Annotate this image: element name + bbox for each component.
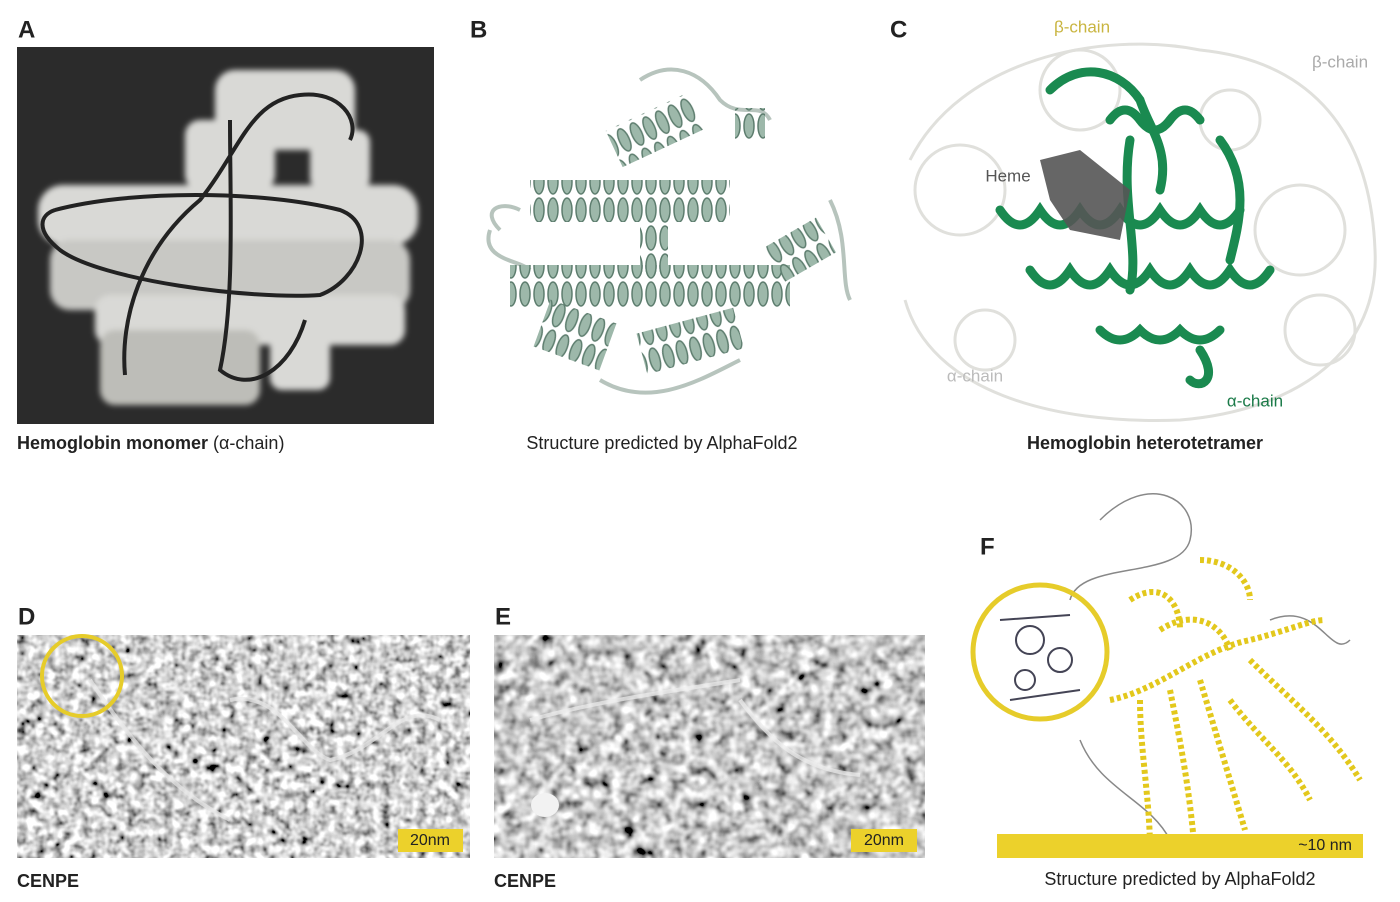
globular-head (531, 793, 559, 817)
scale-label: 20nm (864, 832, 904, 849)
panel-a: A Hemoglobin monomer (α-chain) (17, 16, 434, 453)
panel-label: A (18, 16, 35, 43)
panel-c: C β-chain β-chain Heme α-chain α-chain H… (890, 16, 1377, 453)
panel-d: D 20nm CENPE (17, 603, 470, 891)
em-image (17, 635, 470, 858)
panel-b: B Structure predicted by AlphaFold2 (470, 16, 852, 453)
caption: Structure predicted by AlphaFold2 (526, 433, 797, 453)
annotation: β-chain (1054, 17, 1110, 36)
annotation: β-chain (1312, 52, 1368, 71)
annotation: Heme (985, 166, 1030, 185)
caption: CENPE (17, 871, 79, 891)
panel-label: E (495, 603, 511, 630)
model-blocks (38, 70, 418, 405)
chain-trace (40, 92, 364, 382)
scale-label: 20nm (410, 832, 450, 849)
caption: Hemoglobin heterotetramer (1027, 433, 1263, 453)
highlight-circle (970, 582, 1110, 722)
panel-label: B (470, 16, 487, 43)
alpha-chain-ribbon (995, 67, 1275, 389)
heme (1040, 150, 1130, 240)
scale-bar (997, 834, 1363, 858)
motor-domain (999, 614, 1081, 701)
caption: Structure predicted by AlphaFold2 (1044, 869, 1315, 889)
coiled-coils (1109, 557, 1363, 856)
filament (529, 678, 861, 777)
panel-e: E 20nm CENPE (494, 603, 925, 891)
panel-label: C (890, 16, 907, 43)
scale-label: ~10 nm (1298, 837, 1352, 854)
annotation: α-chain (947, 366, 1003, 385)
em-image (494, 635, 925, 858)
panel-label: D (18, 603, 35, 630)
panel-f: F ~10 nm Structure predicted by AlphaFol… (970, 493, 1363, 889)
annotation: α-chain (1227, 391, 1283, 410)
scale-bar (851, 829, 917, 852)
disordered-loops (1069, 493, 1351, 841)
caption: Hemoglobin monomer (α-chain) (17, 433, 284, 453)
scale-bar (398, 829, 463, 852)
ribbon-structure (486, 67, 852, 395)
panel-label: F (980, 533, 995, 560)
filament (88, 678, 441, 822)
caption-rest: (α-chain) (213, 433, 284, 453)
caption-bold: Hemoglobin monomer (17, 433, 208, 453)
caption: CENPE (494, 871, 556, 891)
highlight-circle (40, 634, 124, 718)
